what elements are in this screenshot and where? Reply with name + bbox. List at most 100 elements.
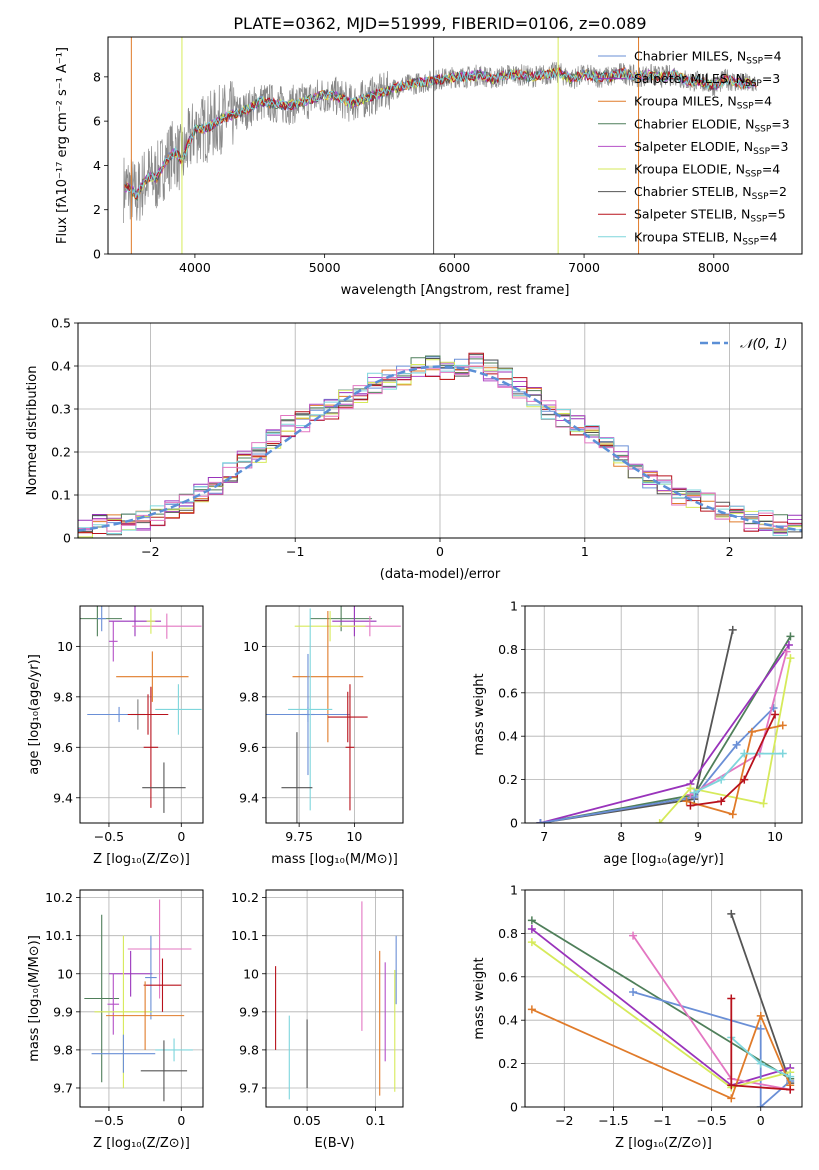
plot-area — [80, 606, 202, 813]
y-tick-label: 1 — [510, 599, 518, 614]
axes-frame — [524, 605, 803, 824]
y-tick-label: 0 — [510, 1100, 518, 1115]
series-marker — [778, 749, 787, 758]
histogram-step — [78, 352, 802, 535]
series-marker — [756, 1011, 765, 1020]
y-tick-label: 9.8 — [53, 689, 73, 704]
legend-label: 𝒩(0, 1) — [740, 337, 787, 352]
y-tick-label: 0.1 — [51, 488, 71, 503]
panel-weight-vs-age: 7 8 9 10 0 0.2 0.4 0.6 0.8 1 age [log₁₀(age/yr)] ma… — [472, 599, 803, 867]
y-tick-label: 0.8 — [498, 926, 518, 941]
x-tick-label: −2 — [555, 1113, 573, 1128]
x-axis-label: Z [log₁₀(Z/Z⊙)] — [615, 1136, 712, 1151]
weight-series — [531, 928, 791, 1087]
legend-label: Salpeter STELIB, NSSP=5 — [634, 207, 786, 225]
x-tick-label: 0.05 — [293, 1113, 321, 1128]
x-tick-label: 9 — [694, 829, 702, 844]
y-tick-label: 0.6 — [498, 685, 518, 700]
series-marker — [771, 710, 780, 719]
series-marker — [629, 931, 638, 940]
y-axis-label: Normed distribution — [25, 366, 40, 496]
x-tick-label: 10 — [767, 829, 783, 844]
series-marker — [728, 810, 737, 819]
x-tick-label: −1 — [653, 1113, 671, 1128]
y-tick-label: 9.6 — [239, 740, 259, 755]
y-tick-label: 4 — [93, 158, 101, 173]
y-tick-label: 0.2 — [498, 772, 518, 787]
series-marker — [756, 1103, 765, 1107]
legend-label: Chabrier MILES, NSSP=4 — [634, 49, 782, 67]
y-tick-label: 0.4 — [498, 729, 518, 744]
series-marker — [686, 784, 695, 793]
series-marker — [732, 740, 741, 749]
x-tick-label: 7 — [540, 829, 548, 844]
legend-label: Chabrier ELODIE, NSSP=3 — [634, 116, 790, 134]
x-tick-label: 10 — [346, 829, 362, 844]
panel-residuals: −2 −1 0 1 2 0 0.1 0.2 0.3 0.4 0.5 (data-model)/erro… — [25, 316, 803, 582]
series-marker — [527, 925, 536, 934]
model-spectrum — [124, 66, 757, 200]
axes-frame — [77, 322, 803, 539]
y-tick-label: 0.3 — [51, 402, 71, 417]
y-tick-label: 9.7 — [239, 1080, 259, 1095]
model-spectrum — [125, 67, 757, 198]
x-tick-label: 9.75 — [285, 829, 313, 844]
series-marker — [740, 775, 749, 784]
panel-mass-vs-EBV: 0.05 0.1 9.7 9.8 9.9 10 10.1 10.2 E(B-V) — [231, 889, 404, 1151]
y-tick-label: 0 — [510, 816, 518, 831]
y-axis-label: mass weight — [472, 673, 487, 755]
y-tick-label: 10 — [57, 639, 73, 654]
x-axis-label: mass [log₁₀(M/M⊙)] — [271, 852, 398, 867]
y-tick-label: 10.1 — [45, 928, 73, 943]
series-marker — [756, 1024, 765, 1033]
weight-series — [531, 1008, 792, 1100]
panel-age-vs-mass: 9.75 10 9.4 9.6 9.8 10 mass [log₁₀(M/M⊙)] — [239, 605, 404, 867]
series-marker — [778, 721, 787, 730]
series-marker — [717, 775, 726, 784]
series-marker — [536, 819, 545, 823]
x-axis-label: age [log₁₀(age/yr)] — [603, 852, 724, 867]
series-marker — [728, 625, 737, 634]
axes-frame — [265, 605, 404, 824]
series-marker — [740, 749, 749, 758]
x-tick-label: −2 — [141, 544, 159, 559]
x-tick-label: 6000 — [438, 260, 470, 275]
weight-series — [540, 629, 734, 823]
series-marker — [690, 788, 699, 797]
series-marker — [727, 1081, 736, 1090]
y-tick-label: 10.2 — [231, 890, 259, 905]
legend-label: Salpeter ELODIE, NSSP=3 — [634, 139, 788, 157]
x-tick-label: −1 — [286, 544, 304, 559]
axes-frame — [79, 605, 204, 824]
plot-area — [536, 625, 795, 823]
y-tick-label: 0.6 — [498, 969, 518, 984]
plot-area — [275, 901, 397, 1100]
x-tick-label: 7000 — [568, 260, 600, 275]
weight-series — [540, 707, 775, 823]
panel-weight-vs-Z: −2 −1.5 −1 −0.5 0 0 0.2 0.4 0.6 0.8 1 Z [log₁₀(Z/Z⊙… — [472, 883, 803, 1151]
y-tick-label: 10 — [243, 639, 259, 654]
y-tick-label: 0.5 — [51, 316, 71, 331]
weight-series — [686, 724, 783, 816]
series-marker — [786, 1085, 795, 1094]
x-tick-label: 1 — [581, 544, 589, 559]
series-marker — [759, 799, 768, 808]
axes-frame — [524, 889, 803, 1108]
legend-label: Kroupa ELODIE, NSSP=4 — [634, 162, 780, 180]
x-tick-label: 4000 — [179, 260, 211, 275]
weight-series — [632, 991, 791, 1107]
x-tick-label: 8 — [617, 829, 625, 844]
y-tick-label: 10.1 — [231, 928, 259, 943]
series-marker — [727, 994, 736, 1003]
series-marker — [782, 647, 791, 656]
x-tick-label: 0 — [436, 544, 444, 559]
weight-series — [531, 941, 791, 1089]
x-tick-label: 2 — [726, 544, 734, 559]
y-axis-label: Flux [fλ10⁻¹⁷ erg cm⁻² s⁻¹ A⁻¹] — [55, 47, 70, 244]
axes-frame — [79, 889, 204, 1108]
weight-series — [693, 752, 783, 794]
series-marker — [747, 727, 756, 736]
panel-mass-vs-Z: −0.5 0 9.7 9.8 9.9 10 10.1 10.2 Z [log₁₀(Z/Z⊙)] m… — [27, 889, 204, 1151]
